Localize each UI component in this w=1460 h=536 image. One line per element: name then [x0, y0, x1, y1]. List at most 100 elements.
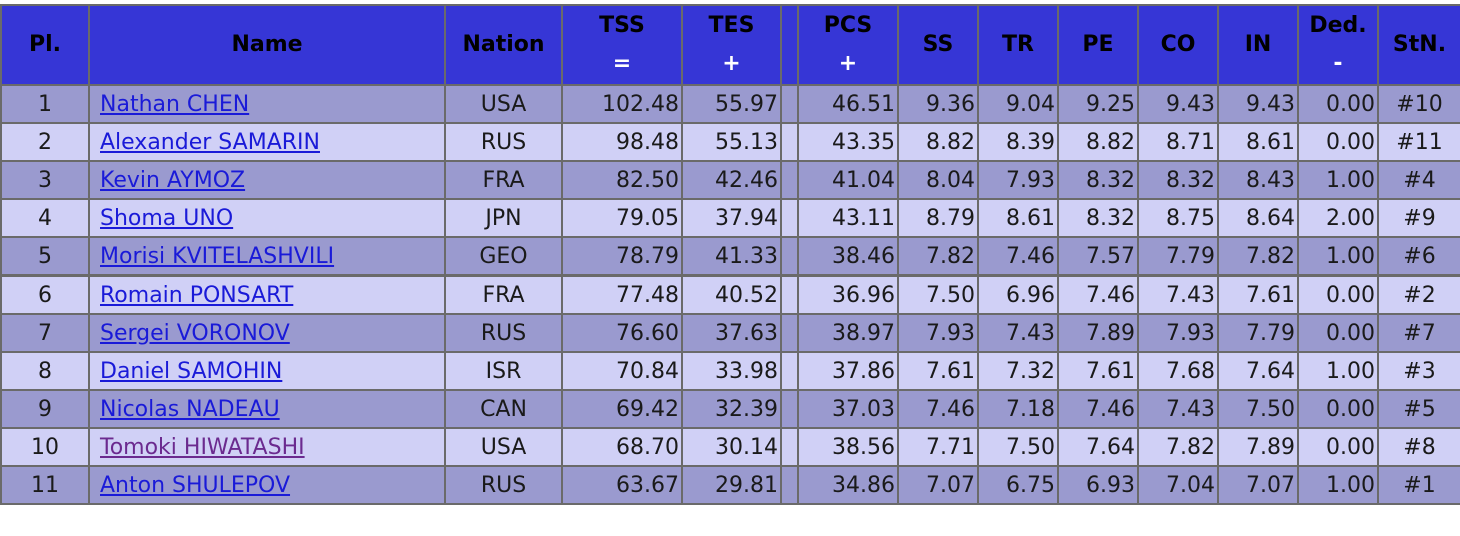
start-number-cell: #2 [1377, 274, 1460, 315]
skater-name-cell: Tomoki HIWATASHI [88, 427, 446, 467]
in-cell: 7.50 [1217, 389, 1299, 429]
nation-cell: RUS [444, 465, 563, 505]
pcs-cell: 38.46 [797, 236, 899, 277]
pe-cell: 8.32 [1057, 198, 1139, 238]
pcs-cell: 36.96 [797, 274, 899, 315]
pcs-cell: 43.11 [797, 198, 899, 238]
nation-cell: JPN [444, 198, 563, 238]
in-cell: 7.79 [1217, 313, 1299, 353]
skater-name-cell: Sergei VORONOV [88, 313, 446, 353]
skater-link[interactable]: Daniel SAMOHIN [100, 358, 283, 384]
header-tr: TR [977, 4, 1059, 86]
nation-cell: FRA [444, 160, 563, 200]
in-cell: 8.61 [1217, 122, 1299, 162]
pcs-cell: 38.56 [797, 427, 899, 467]
ss-cell: 8.79 [897, 198, 979, 238]
ss-cell: 8.04 [897, 160, 979, 200]
skater-link[interactable]: Anton SHULEPOV [100, 472, 291, 498]
table-row: 11 Anton SHULEPOV RUS 63.67 29.81 34.86 7.07 6.… [0, 465, 1460, 505]
pe-cell: 8.32 [1057, 160, 1139, 200]
nation-cell: RUS [444, 313, 563, 353]
nation-cell: GEO [444, 236, 563, 277]
pe-cell: 7.64 [1057, 427, 1139, 467]
skater-link[interactable]: Nicolas NADEAU [100, 396, 280, 422]
header-pcs: PCS + [797, 4, 899, 86]
gap-cell [780, 198, 799, 238]
skater-link[interactable]: Romain PONSART [100, 282, 294, 308]
place-cell: 3 [0, 160, 90, 200]
tr-cell: 7.32 [977, 351, 1059, 391]
ded-cell: 1.00 [1297, 465, 1379, 505]
tes-cell: 40.52 [681, 274, 782, 315]
nation-cell: ISR [444, 351, 563, 391]
tes-cell: 55.13 [681, 122, 782, 162]
place-cell: 8 [0, 351, 90, 391]
tr-cell: 9.04 [977, 84, 1059, 124]
skater-link[interactable]: Sergei VORONOV [100, 320, 290, 346]
pe-cell: 7.46 [1057, 274, 1139, 315]
tes-cell: 37.63 [681, 313, 782, 353]
ss-cell: 7.46 [897, 389, 979, 429]
tss-cell: 76.60 [561, 313, 683, 353]
tes-cell: 30.14 [681, 427, 782, 467]
skater-link[interactable]: Alexander SAMARIN [100, 129, 320, 155]
skater-name-cell: Romain PONSART [88, 274, 446, 315]
pcs-cell: 41.04 [797, 160, 899, 200]
table-row: 1 Nathan CHEN USA 102.48 55.97 46.51 9.36 9.04 9… [0, 84, 1460, 124]
skater-link[interactable]: Kevin AYMOZ [100, 167, 246, 193]
tss-cell: 69.42 [561, 389, 683, 429]
nation-cell: CAN [444, 389, 563, 429]
ded-cell: 1.00 [1297, 351, 1379, 391]
pe-cell: 6.93 [1057, 465, 1139, 505]
nation-cell: USA [444, 84, 563, 124]
pcs-cell: 37.86 [797, 351, 899, 391]
skater-link[interactable]: Morisi KVITELASHVILI [100, 243, 335, 269]
table-row: 7 Sergei VORONOV RUS 76.60 37.63 38.97 7.93 7.4… [0, 313, 1460, 353]
start-number-cell: #10 [1377, 84, 1460, 124]
skater-link[interactable]: Nathan CHEN [100, 91, 250, 117]
skater-name-cell: Alexander SAMARIN [88, 122, 446, 162]
in-cell: 7.82 [1217, 236, 1299, 277]
skater-name-cell: Shoma UNO [88, 198, 446, 238]
co-cell: 8.32 [1137, 160, 1219, 200]
skater-link[interactable]: Tomoki HIWATASHI [100, 434, 305, 460]
header-stn: StN. [1377, 4, 1460, 86]
pe-cell: 8.82 [1057, 122, 1139, 162]
place-cell: 1 [0, 84, 90, 124]
ss-cell: 7.71 [897, 427, 979, 467]
in-cell: 7.07 [1217, 465, 1299, 505]
ss-cell: 7.50 [897, 274, 979, 315]
start-number-cell: #11 [1377, 122, 1460, 162]
pcs-cell: 38.97 [797, 313, 899, 353]
gap-cell [780, 465, 799, 505]
table-row: 10 Tomoki HIWATASHI USA 68.70 30.14 38.56 7.71… [0, 427, 1460, 467]
skater-link[interactable]: Shoma UNO [100, 205, 234, 231]
tr-cell: 6.75 [977, 465, 1059, 505]
ded-cell: 1.00 [1297, 160, 1379, 200]
tss-cell: 102.48 [561, 84, 683, 124]
in-cell: 7.89 [1217, 427, 1299, 467]
start-number-cell: #8 [1377, 427, 1460, 467]
co-cell: 9.43 [1137, 84, 1219, 124]
nation-cell: RUS [444, 122, 563, 162]
place-cell: 4 [0, 198, 90, 238]
table-row: 5 Morisi KVITELASHVILI GEO 78.79 41.33 38.46 7… [0, 236, 1460, 277]
header-name: Name [88, 4, 446, 86]
tss-cell: 79.05 [561, 198, 683, 238]
gap-cell [780, 313, 799, 353]
gap-cell [780, 84, 799, 124]
gap-cell [780, 274, 799, 315]
tr-cell: 7.93 [977, 160, 1059, 200]
ss-cell: 9.36 [897, 84, 979, 124]
co-cell: 8.71 [1137, 122, 1219, 162]
tss-cell: 70.84 [561, 351, 683, 391]
pcs-cell: 37.03 [797, 389, 899, 429]
ded-cell: 2.00 [1297, 198, 1379, 238]
tr-cell: 8.39 [977, 122, 1059, 162]
ss-cell: 8.82 [897, 122, 979, 162]
start-number-cell: #1 [1377, 465, 1460, 505]
pcs-cell: 43.35 [797, 122, 899, 162]
start-number-cell: #7 [1377, 313, 1460, 353]
start-number-cell: #4 [1377, 160, 1460, 200]
ded-cell: 0.00 [1297, 313, 1379, 353]
